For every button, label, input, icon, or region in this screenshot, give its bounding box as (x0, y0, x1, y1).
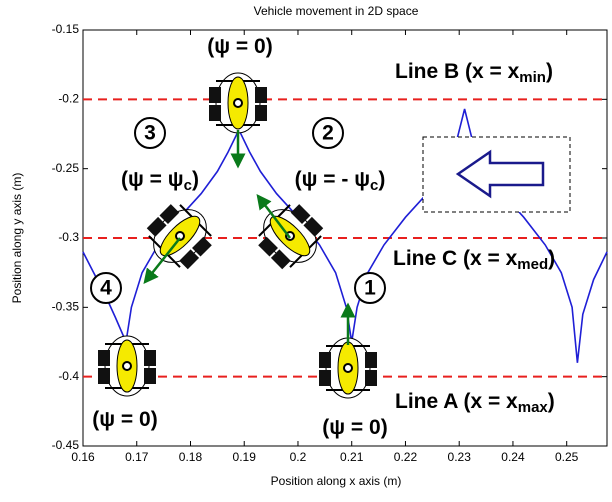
robot-wheel (255, 105, 267, 121)
annotation-tail: ) (548, 390, 555, 413)
x-tick-label: 0.23 (448, 450, 472, 464)
annotation-subscript: c (184, 177, 192, 194)
y-axis-label: Position along y axis (m) (10, 173, 24, 304)
annotation-text: (ψ = 0) (92, 408, 157, 431)
x-tick-label: 0.24 (501, 450, 525, 464)
step-label: 4 (100, 277, 112, 300)
x-tick-label: 0.19 (233, 450, 257, 464)
robot-wheel (319, 370, 331, 386)
robot-wheel (365, 370, 377, 386)
step-label: 3 (144, 122, 156, 145)
robot-wheel (209, 105, 221, 121)
annotation-text: Line C (x = x (393, 247, 518, 270)
annotation: (ψ = 0) (207, 35, 272, 58)
robot-icon (98, 336, 156, 396)
x-tick-label: 0.17 (125, 450, 149, 464)
y-tick-label: -0.2 (58, 92, 79, 106)
y-tick-label: -0.15 (52, 22, 80, 36)
robot-wheel (209, 87, 221, 103)
robot-wheel (255, 87, 267, 103)
y-tick-label: -0.35 (52, 300, 80, 314)
annotation-tail: ) (546, 60, 553, 83)
x-tick-label: 0.18 (179, 450, 203, 464)
annotation-text: (ψ = 0) (207, 35, 272, 58)
x-axis-label: Position along x axis (m) (271, 474, 402, 488)
robot-wheel (98, 350, 110, 366)
annotation-tail: ) (378, 168, 385, 191)
robot-icon (209, 73, 267, 133)
y-tick-label: -0.3 (58, 230, 79, 244)
annotation-text: Line B (x = x (395, 60, 520, 83)
step-label: 2 (322, 122, 334, 145)
annotation-subscript: med (517, 256, 548, 273)
annotation-tail: ) (192, 168, 199, 191)
x-tick-label: 0.2 (290, 450, 307, 464)
y-tick-label: -0.4 (58, 369, 79, 383)
chart-title: Vehicle movement in 2D space (254, 4, 419, 18)
robot-center (123, 362, 131, 370)
x-tick-label: 0.16 (71, 450, 95, 464)
robot-center (234, 99, 242, 107)
robot-wheel (98, 368, 110, 384)
robot-wheel (319, 352, 331, 368)
annotation-subscript: min (519, 69, 546, 86)
chart: Vehicle movement in 2D space Position al… (0, 0, 612, 497)
annotation-text: (ψ = 0) (322, 416, 387, 439)
annotation-tail: ) (548, 247, 555, 270)
step-label: 1 (364, 277, 376, 300)
annotation: (ψ = 0) (92, 408, 157, 431)
annotation-text: (ψ = ψ (121, 168, 184, 191)
annotation-text: Line A (x = x (395, 390, 518, 413)
robot-wheel (144, 350, 156, 366)
x-tick-label: 0.21 (340, 450, 364, 464)
y-tick-label: -0.45 (52, 438, 80, 452)
annotation: (ψ = 0) (322, 416, 387, 439)
robot-wheel (365, 352, 377, 368)
annotation-subscript: c (370, 177, 378, 194)
x-tick-label: 0.25 (555, 450, 579, 464)
robot-center (344, 364, 352, 372)
y-tick-label: -0.25 (52, 161, 80, 175)
annotation-subscript: max (518, 399, 549, 416)
annotation-text: (ψ = - ψ (295, 168, 370, 191)
robot-wheel (144, 368, 156, 384)
robot-icon (319, 338, 377, 398)
x-tick-label: 0.22 (394, 450, 418, 464)
